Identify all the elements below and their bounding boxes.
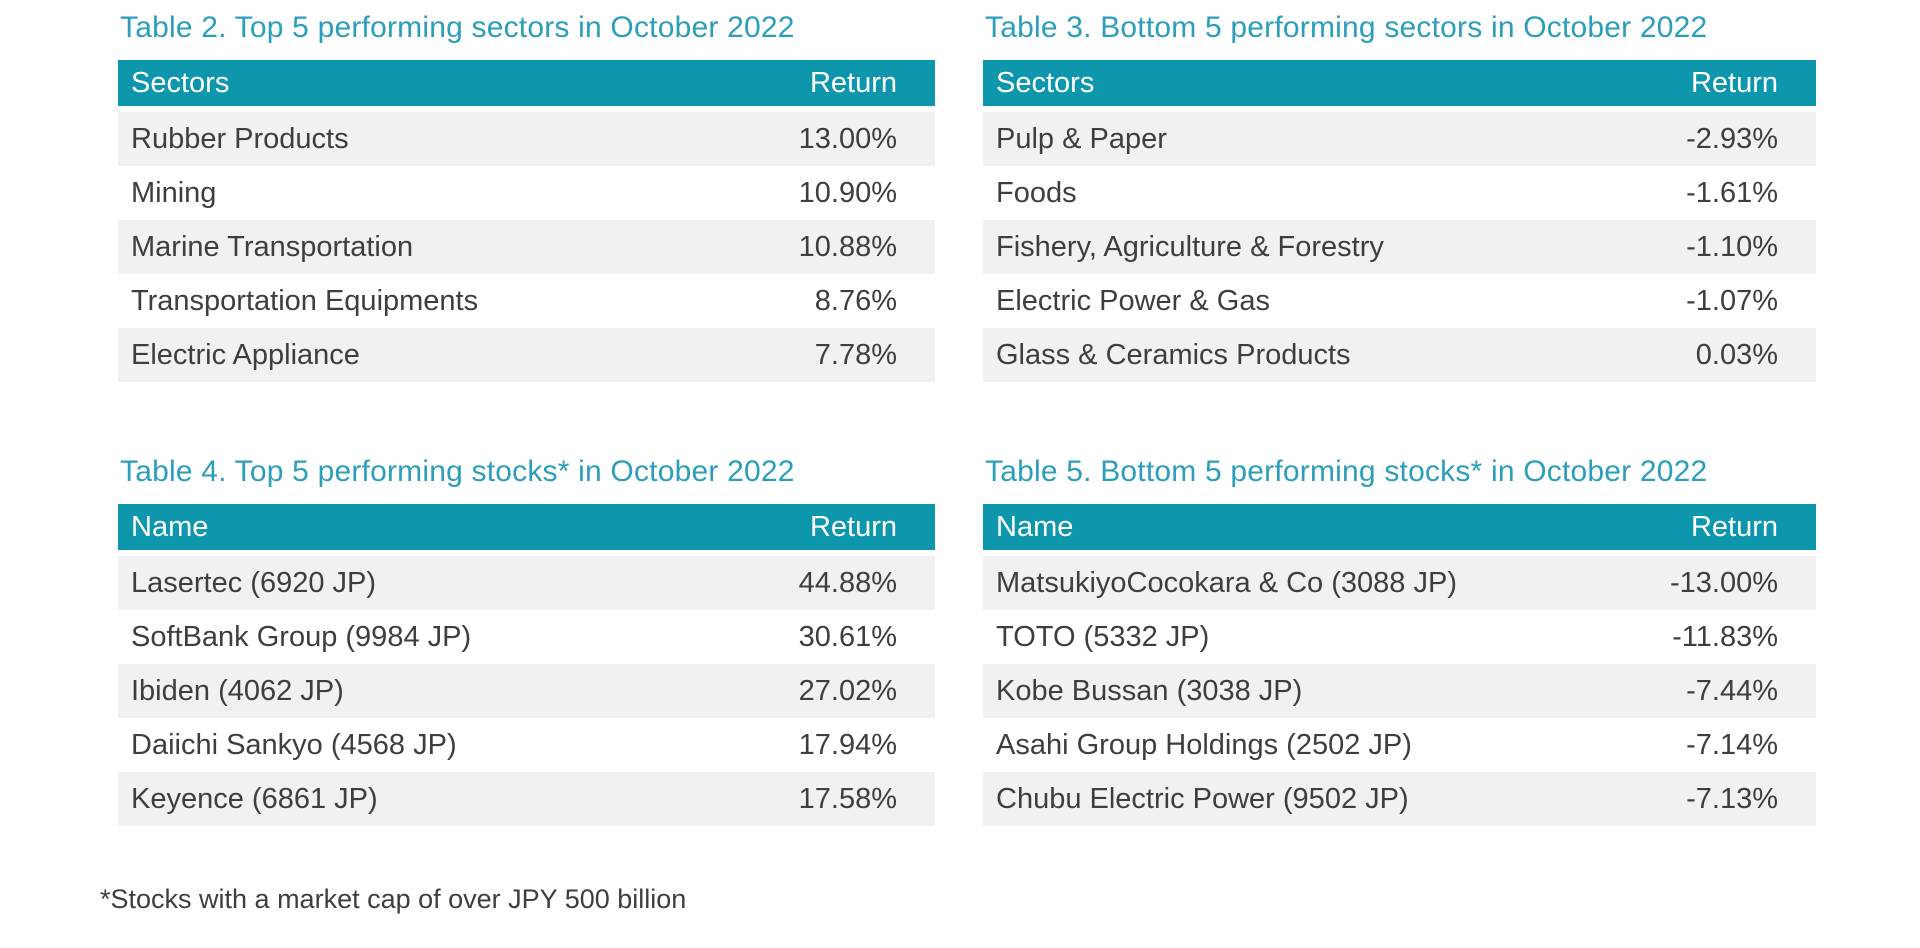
- table-5: Name Return MatsukiyoCocokara & Co (3088 J…: [983, 504, 1816, 826]
- table-row: Keyence (6861 JP) 17.58%: [118, 772, 935, 826]
- table-block-table-5: Table 5. Bottom 5 performing stocks* in …: [983, 454, 1816, 826]
- row-name-cell: Pulp & Paper: [996, 122, 1167, 155]
- row-return-cell: 17.94%: [798, 728, 897, 761]
- row-return-cell: -7.44%: [1686, 674, 1778, 707]
- table-row: Electric Power & Gas -1.07%: [983, 274, 1816, 328]
- table-header-row: Name Return: [983, 504, 1816, 550]
- row-return-cell: -7.13%: [1686, 782, 1778, 815]
- row-name-cell: Rubber Products: [131, 122, 349, 155]
- column-header-return: Return: [1690, 510, 1778, 543]
- table-row: Mining 10.90%: [118, 166, 935, 220]
- table-body: Rubber Products 13.00% Mining 10.90% Marine …: [118, 106, 935, 382]
- table-row: Pulp & Paper -2.93%: [983, 112, 1816, 166]
- row-name-cell: Ibiden (4062 JP): [131, 674, 344, 707]
- table-row: Ibiden (4062 JP) 27.02%: [118, 664, 935, 718]
- row-name-cell: Transportation Equipments: [131, 284, 479, 317]
- row-name-cell: Keyence (6861 JP): [131, 782, 378, 815]
- column-header-return: Return: [1690, 66, 1778, 99]
- table-title: Table 2. Top 5 performing sectors in Oct…: [120, 11, 795, 44]
- table-title: Table 4. Top 5 performing stocks* in Oct…: [120, 455, 795, 488]
- table-row: Rubber Products 13.00%: [118, 112, 935, 166]
- column-header-name: Name: [131, 510, 209, 543]
- row-return-cell: 13.00%: [798, 122, 897, 155]
- row-name-cell: Lasertec (6920 JP): [131, 566, 377, 599]
- row-name-cell: Asahi Group Holdings (2502 JP): [996, 728, 1412, 761]
- row-return-cell: -1.10%: [1686, 230, 1778, 263]
- row-name-cell: Chubu Electric Power (9502 JP): [996, 782, 1409, 815]
- row-name-cell: Electric Power & Gas: [996, 284, 1270, 317]
- table-title: Table 3. Bottom 5 performing sectors in …: [985, 11, 1708, 44]
- row-return-cell: -7.14%: [1686, 728, 1778, 761]
- row-name-cell: Daiichi Sankyo (4568 JP): [131, 728, 457, 761]
- row-name-cell: Fishery, Agriculture & Forestry: [996, 230, 1384, 263]
- table-title: Table 5. Bottom 5 performing stocks* in …: [985, 455, 1708, 488]
- row-return-cell: 8.76%: [814, 284, 897, 317]
- row-name-cell: Glass & Ceramics Products: [996, 338, 1351, 371]
- row-return-cell: 17.58%: [798, 782, 897, 815]
- table-row: Foods -1.61%: [983, 166, 1816, 220]
- row-return-cell: 7.78%: [814, 338, 897, 371]
- row-return-cell: 27.02%: [798, 674, 897, 707]
- row-return-cell: 10.90%: [798, 176, 897, 209]
- table-body: Lasertec (6920 JP) 44.88% SoftBank Group (…: [118, 550, 935, 826]
- row-name-cell: Foods: [996, 176, 1077, 209]
- table-row: Chubu Electric Power (9502 JP) -7.13%: [983, 772, 1816, 826]
- row-name-cell: Mining: [131, 176, 217, 209]
- table-header-row: Sectors Return: [118, 60, 935, 106]
- row-return-cell: -2.93%: [1686, 122, 1778, 155]
- tables-grid: Table 2. Top 5 performing sectors in Oct…: [118, 10, 1816, 826]
- table-row: Marine Transportation 10.88%: [118, 220, 935, 274]
- table-row: MatsukiyoCocokara & Co (3088 JP) -13.00%: [983, 556, 1816, 610]
- row-name-cell: Electric Appliance: [131, 338, 360, 371]
- table-row: Electric Appliance 7.78%: [118, 328, 935, 382]
- table-block-table-3: Table 3. Bottom 5 performing sectors in …: [983, 10, 1816, 382]
- table-row: Daiichi Sankyo (4568 JP) 17.94%: [118, 718, 935, 772]
- table-body: MatsukiyoCocokara & Co (3088 JP) -13.00% T…: [983, 550, 1816, 826]
- table-row: TOTO (5332 JP) -11.83%: [983, 610, 1816, 664]
- column-header-sectors: Sectors: [996, 66, 1095, 99]
- table-header-row: Name Return: [118, 504, 935, 550]
- row-return-cell: 0.03%: [1695, 338, 1778, 371]
- stocks-footnote: *Stocks with a market cap of over JPY 50…: [100, 884, 687, 914]
- column-header-return: Return: [809, 510, 897, 543]
- row-return-cell: -11.83%: [1672, 620, 1778, 653]
- column-header-return: Return: [809, 66, 897, 99]
- table-row: SoftBank Group (9984 JP) 30.61%: [118, 610, 935, 664]
- row-name-cell: Marine Transportation: [131, 230, 414, 263]
- table-row: Lasertec (6920 JP) 44.88%: [118, 556, 935, 610]
- row-return-cell: 10.88%: [798, 230, 897, 263]
- table-3: Sectors Return Pulp & Paper -2.93% Foods -1.6…: [983, 60, 1816, 382]
- row-name-cell: Kobe Bussan (3038 JP): [996, 674, 1303, 707]
- table-header-row: Sectors Return: [983, 60, 1816, 106]
- table-block-table-2: Table 2. Top 5 performing sectors in Oct…: [118, 10, 935, 382]
- table-row: Transportation Equipments 8.76%: [118, 274, 935, 328]
- table-body: Pulp & Paper -2.93% Foods -1.61% Fishery, Ag…: [983, 106, 1816, 382]
- table-row: Kobe Bussan (3038 JP) -7.44%: [983, 664, 1816, 718]
- row-return-cell: -1.07%: [1686, 284, 1778, 317]
- row-return-cell: 44.88%: [798, 566, 897, 599]
- row-name-cell: TOTO (5332 JP): [996, 620, 1210, 653]
- table-row: Asahi Group Holdings (2502 JP) -7.14%: [983, 718, 1816, 772]
- row-return-cell: -1.61%: [1686, 176, 1778, 209]
- row-return-cell: 30.61%: [798, 620, 897, 653]
- table-4: Name Return Lasertec (6920 JP) 44.88% SoftBa…: [118, 504, 935, 826]
- row-name-cell: SoftBank Group (9984 JP): [131, 620, 472, 653]
- column-header-sectors: Sectors: [131, 66, 230, 99]
- row-name-cell: MatsukiyoCocokara & Co (3088 JP): [996, 566, 1457, 599]
- table-row: Fishery, Agriculture & Forestry -1.10%: [983, 220, 1816, 274]
- table-block-table-4: Table 4. Top 5 performing stocks* in Oct…: [118, 454, 935, 826]
- table-row: Glass & Ceramics Products 0.03%: [983, 328, 1816, 382]
- row-return-cell: -13.00%: [1669, 566, 1778, 599]
- column-header-name: Name: [996, 510, 1074, 543]
- table-2: Sectors Return Rubber Products 13.00% Mining…: [118, 60, 935, 382]
